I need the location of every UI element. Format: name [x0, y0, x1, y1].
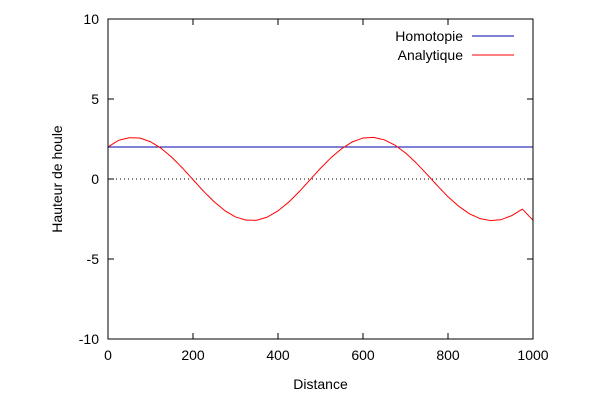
- y-tick-label: -5: [87, 251, 100, 267]
- y-tick-label: 0: [91, 171, 99, 187]
- legend-label: Homotopie: [395, 28, 463, 44]
- x-tick-label: 0: [104, 347, 112, 363]
- x-tick-label: 600: [351, 347, 375, 363]
- y-axis-label: Hauteur de houle: [49, 125, 65, 233]
- y-tick-label: 10: [83, 11, 99, 27]
- y-tick-label: -10: [79, 331, 99, 347]
- x-axis-label: Distance: [293, 376, 348, 392]
- y-tick-label: 5: [91, 91, 99, 107]
- ticks-group: 0 200 400 600 800 1000 -10 -5 0 5 10: [79, 11, 549, 363]
- x-tick-label: 200: [181, 347, 205, 363]
- series-line-analytique: [107, 136, 534, 222]
- x-tick-label: 400: [266, 347, 290, 363]
- chart-marks: [107, 136, 534, 222]
- x-tick-label: 1000: [517, 347, 548, 363]
- legend: Homotopie Analytique: [395, 28, 514, 63]
- legend-label: Analytique: [398, 47, 464, 63]
- x-tick-label: 800: [436, 347, 460, 363]
